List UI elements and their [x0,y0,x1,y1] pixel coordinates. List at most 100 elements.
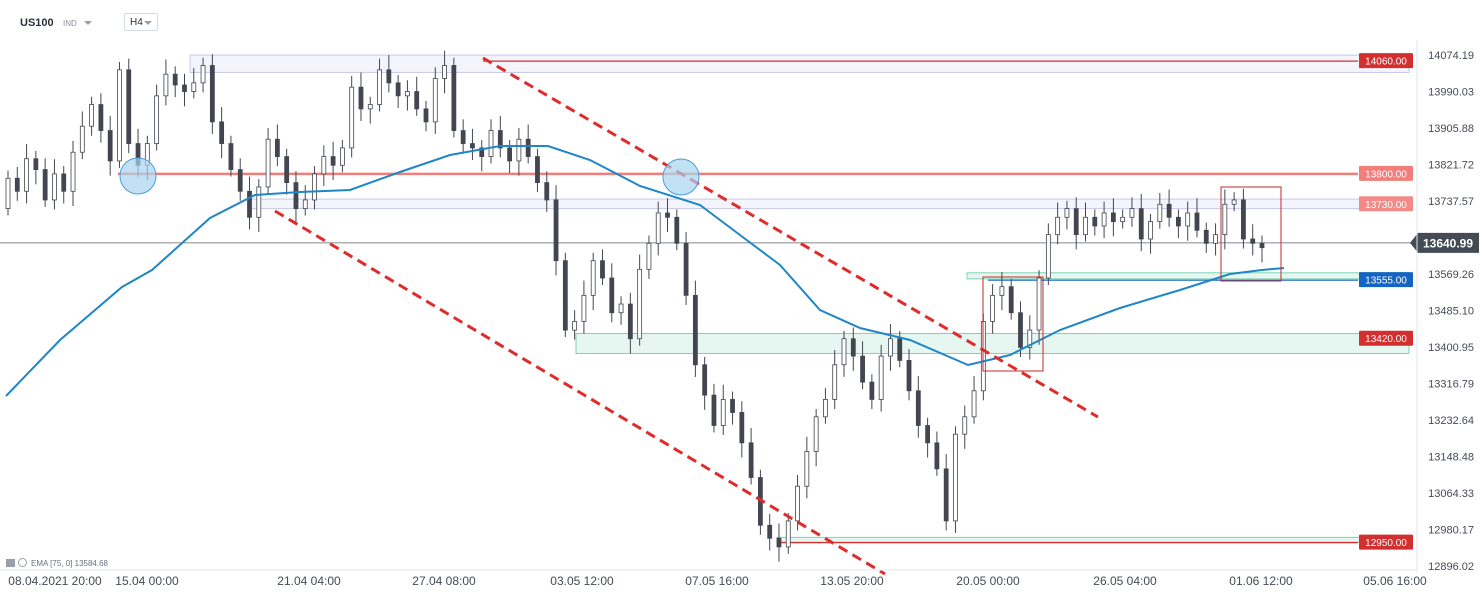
level-price-label: 13730.00 [1365,200,1407,211]
candle-body [748,442,754,478]
x-tick-label: 15.04 00:00 [115,574,179,588]
candle-body [1185,212,1191,227]
y-tick-label: 12980.17 [1428,525,1474,537]
indicator-icon [6,559,15,567]
indicator-params: [75, 0] [50,559,73,568]
candle-body [1138,208,1144,240]
candle-body [349,86,355,149]
level-price-tag [1359,272,1413,288]
chevron-down-icon[interactable] [84,21,92,25]
candle-body [274,138,280,157]
candle-body [237,169,243,192]
candle-body [915,390,921,426]
candle-body [52,173,57,201]
symbol-label[interactable]: US100 [20,17,54,29]
candle-body [953,433,958,522]
y-tick-label: 13737.57 [1428,196,1474,208]
candle-body [683,242,689,296]
candle-body [302,199,308,210]
candle-body [182,84,187,92]
level-price-tag [1359,53,1413,69]
zone-rect [966,272,1410,280]
candle-body [442,65,447,79]
candle-body [61,173,67,192]
candle-body [1148,221,1153,240]
y-tick-label: 14074.19 [1428,50,1474,62]
candle-body [999,286,1005,296]
candle-body [358,86,364,110]
candle-body [98,104,104,131]
candle-body [247,190,252,218]
x-tick-label: 07.05 16:00 [685,574,749,588]
candle-body [971,390,977,418]
candle-body [312,173,317,201]
indicator-name: EMA [31,559,48,568]
candle-body [646,242,652,270]
trend-line-upper [482,56,1099,419]
candle-body [1157,203,1163,223]
timeframe-value: H4 [130,17,143,28]
candle-body [1036,277,1042,331]
x-tick-label: 13.05 20:00 [820,574,884,588]
candle-body [126,69,132,144]
indicator-legend[interactable]: EMA [75, 0] 13584.68 [6,558,108,568]
candle-body [377,69,382,105]
y-tick-label: 13905.88 [1428,123,1474,135]
candle-body [284,156,290,183]
candle-body [507,147,513,162]
candle-body [256,186,262,218]
candle-body [265,138,271,188]
candle-body [627,303,633,340]
chevron-down-icon [144,21,152,25]
y-tick-label: 13316.79 [1428,379,1474,391]
candle-body [70,151,76,192]
candle-body [813,416,819,452]
candle-body [934,442,940,470]
highlight-circle [119,157,157,195]
level-price-label: 13555.00 [1365,276,1407,287]
symbol-type-label: IND [63,19,77,28]
candle-body [990,294,996,322]
candle-body [637,268,643,340]
candle-body [1027,329,1033,348]
candle-body [395,82,401,97]
gear-icon[interactable] [18,558,27,567]
level-price-label: 13420.00 [1365,334,1407,345]
candle-body [200,65,206,84]
candle-body [1176,216,1181,227]
x-tick-label: 05.06 16:00 [1363,574,1427,588]
candle-body [943,468,949,522]
candle-body [767,524,773,539]
candle-body [107,130,113,162]
timeframe-select[interactable]: H4 [124,13,158,31]
level-price-label: 13800.00 [1365,169,1407,180]
candle-body [1241,199,1246,240]
candle-body [1064,208,1070,218]
candle-body [330,156,336,166]
y-tick-label: 13232.64 [1428,415,1474,427]
candle-body [191,82,197,92]
x-tick-label: 03.05 12:00 [550,574,614,588]
candle-body [962,416,968,435]
candle-body [497,130,503,149]
candle-body [823,399,828,418]
candle-body [609,277,615,314]
candle-body [1045,234,1051,279]
level-price-label: 12950.00 [1365,538,1407,549]
candle-body [1129,208,1135,218]
x-tick-label: 27.04 08:00 [412,574,476,588]
y-tick-label: 13148.48 [1428,452,1474,464]
y-tick-label: 13400.95 [1428,342,1474,354]
y-tick-label: 13569.26 [1428,269,1474,281]
candle-body [1222,203,1228,236]
candle-body [386,69,392,84]
x-tick-label: 01.06 12:00 [1229,574,1293,588]
candle-body [405,91,410,97]
level-price-tag [1359,534,1413,550]
candle-body [339,147,345,166]
candle-body [1259,242,1265,249]
candle-body [89,104,94,127]
candle-body [720,399,726,426]
candle-body [795,485,800,522]
